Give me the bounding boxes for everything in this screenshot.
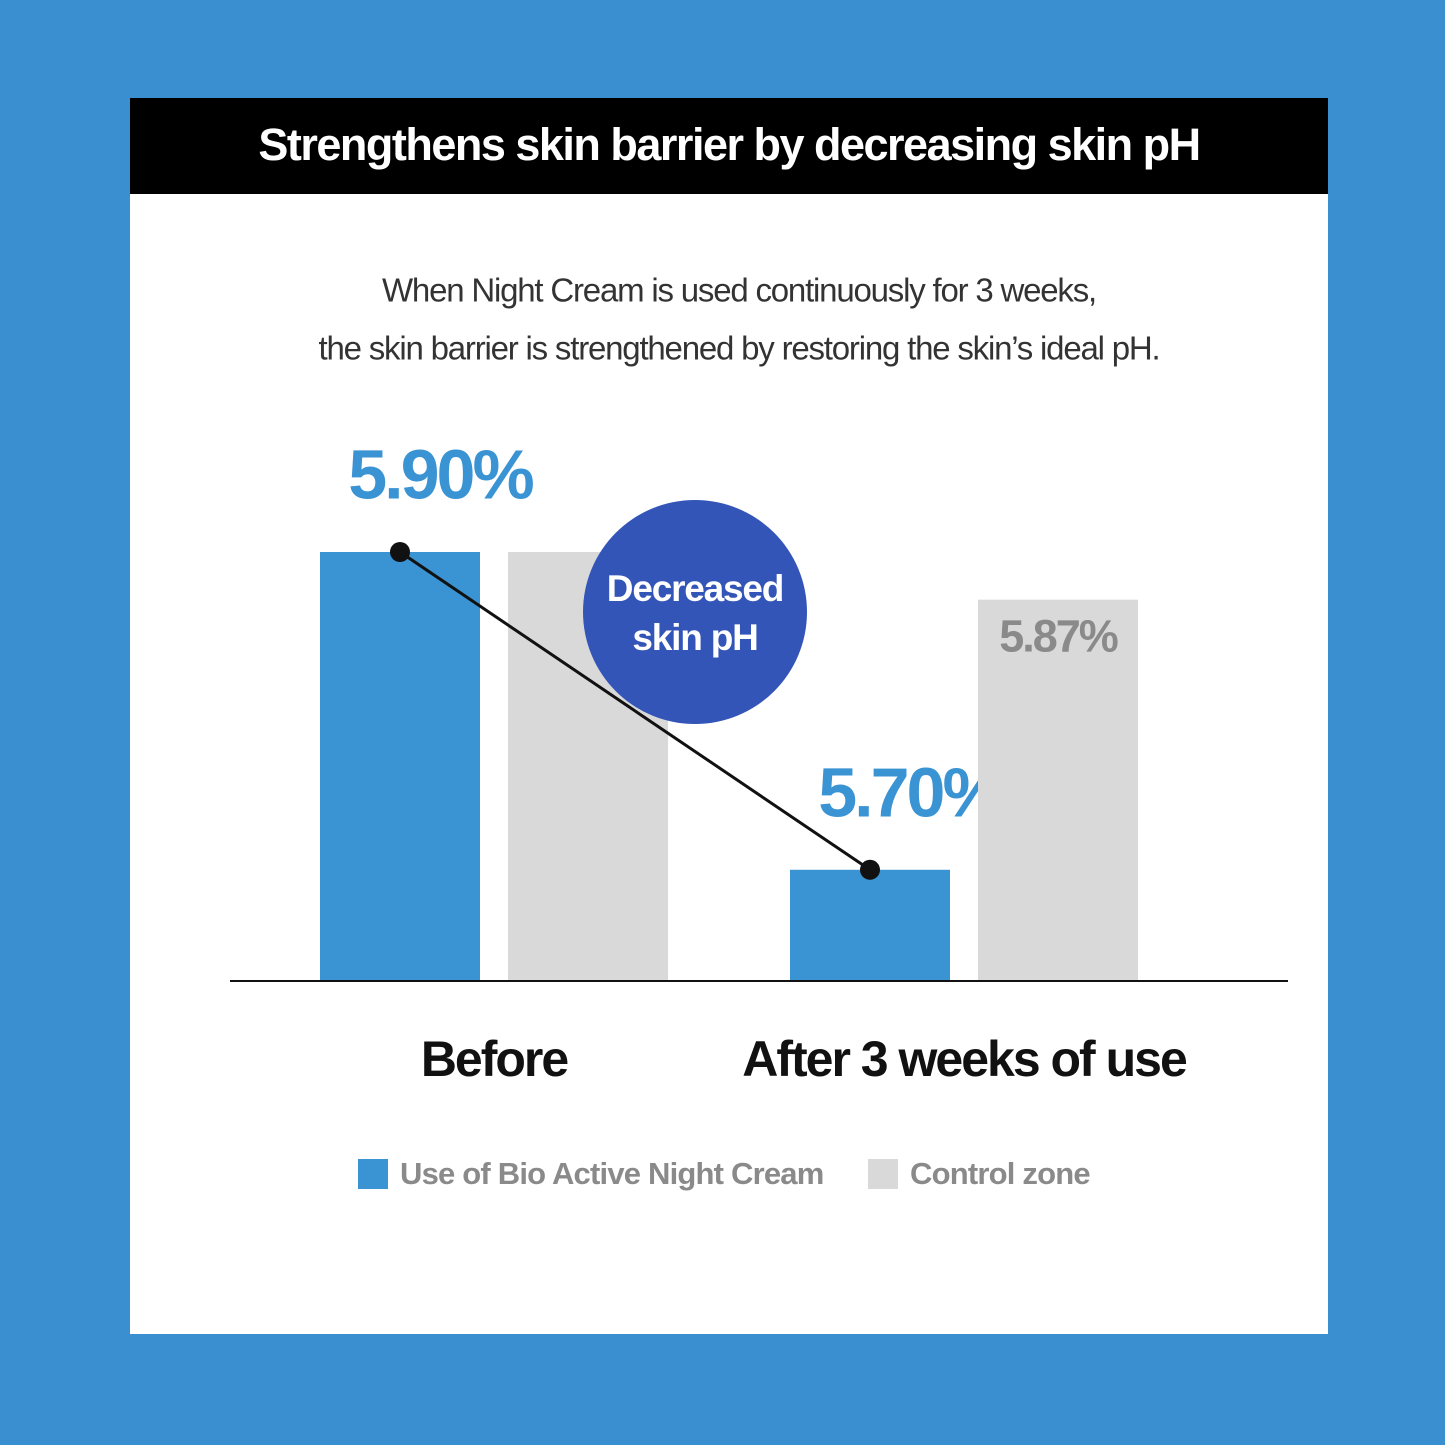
legend-swatch (868, 1159, 898, 1189)
trend-dot (860, 859, 880, 880)
annotation-bubble (583, 500, 807, 724)
chart-title: Strengthens skin barrier by decreasing s… (258, 119, 1199, 170)
value-label: 5.87% (999, 611, 1118, 662)
bar (790, 869, 950, 981)
subtitle: the skin barrier is strengthened by rest… (319, 330, 1160, 367)
value-label: 5.70% (818, 753, 1003, 831)
legend-label: Control zone (910, 1156, 1090, 1191)
trend-dot (390, 542, 410, 562)
x-tick-label: After 3 weeks of use (742, 1031, 1187, 1087)
trend-line (399, 550, 871, 872)
subtitle: When Night Cream is used continuously fo… (382, 272, 1096, 309)
x-tick-label: Before (421, 1031, 569, 1087)
bar (978, 599, 1138, 981)
title-bar (130, 98, 1328, 194)
legend-label: Use of Bio Active Night Cream (400, 1156, 824, 1191)
legend-swatch (358, 1159, 388, 1189)
value-label: 5.90% (348, 435, 533, 513)
annotation: Decreased (607, 568, 783, 609)
bar (320, 552, 480, 981)
annotation: skin pH (632, 617, 757, 658)
